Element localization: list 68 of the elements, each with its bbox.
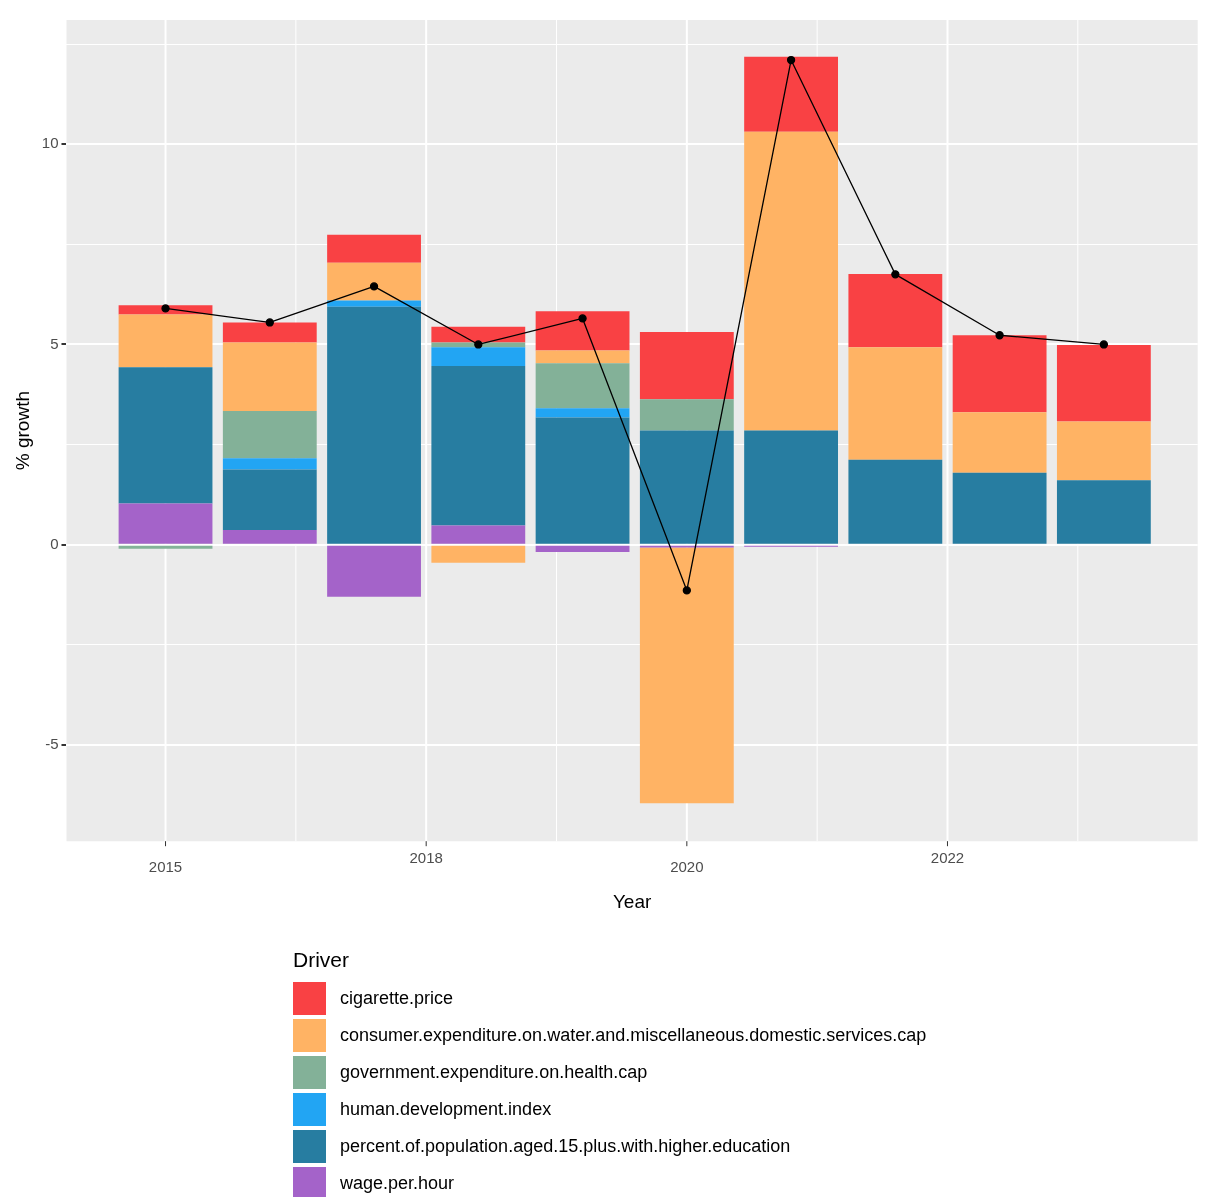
bar — [952, 412, 1047, 473]
point — [265, 318, 274, 327]
y-tick-label: 5 — [50, 334, 59, 352]
bar — [639, 399, 734, 431]
point — [161, 304, 170, 313]
bar — [744, 430, 839, 544]
bar — [222, 458, 317, 470]
bar — [952, 472, 1047, 544]
point — [1099, 340, 1109, 349]
bar — [535, 363, 630, 409]
point — [474, 340, 483, 349]
y-tick-label: 10 — [41, 134, 59, 152]
bar — [431, 545, 526, 563]
point — [786, 55, 796, 65]
bar — [222, 410, 317, 459]
bar — [848, 273, 943, 348]
bar — [535, 545, 630, 552]
bar — [222, 342, 317, 411]
bar — [431, 366, 526, 526]
bar — [639, 547, 734, 804]
x-axis-title: Year — [612, 890, 652, 912]
bar — [952, 335, 1047, 413]
bar — [639, 332, 734, 400]
bar — [535, 408, 630, 418]
point — [578, 314, 587, 323]
y-tick-label: 0 — [50, 534, 59, 552]
bar — [327, 306, 421, 544]
bar — [327, 262, 421, 301]
bar — [744, 131, 839, 431]
text: 2018 — [409, 848, 443, 866]
legend-title: Driver — [293, 948, 350, 972]
legend-label: consumer.expenditure.on.water.and.miscellaneous.domestic.services.cap — [340, 1025, 927, 1046]
point — [369, 282, 379, 291]
bar — [535, 350, 630, 364]
bar — [431, 347, 526, 367]
y-axis-title: % growth — [11, 391, 33, 471]
bar — [222, 469, 317, 530]
bar — [118, 503, 213, 544]
bar — [118, 314, 213, 368]
bar — [848, 459, 943, 544]
legend-label: wage.per.hour — [340, 1173, 455, 1194]
y-tick-label: -5 — [45, 735, 59, 753]
legend-label: government.expenditure.on.health.cap — [340, 1062, 648, 1083]
x-tick-label: 2015 — [148, 858, 183, 876]
bar — [222, 322, 317, 343]
bar — [639, 430, 734, 544]
bar — [327, 234, 421, 263]
bar — [744, 56, 839, 132]
x-tick-label: 2020 — [670, 858, 704, 876]
bar — [848, 347, 943, 460]
legend-label: human.development.index — [340, 1099, 552, 1120]
bar — [1056, 480, 1151, 544]
point — [995, 331, 1004, 340]
bar — [327, 545, 421, 597]
bar — [535, 417, 630, 544]
text: 2022 — [930, 848, 965, 866]
bar — [431, 525, 526, 544]
bar — [118, 367, 213, 504]
bar — [1056, 344, 1151, 422]
bar — [222, 529, 317, 544]
bar — [118, 545, 213, 549]
point — [682, 586, 691, 595]
bar — [327, 300, 421, 307]
legend-label: cigarette.price — [340, 988, 454, 1009]
point — [891, 270, 900, 279]
legend-label: percent.of.population.aged.15.plus.with.higher.education — [340, 1136, 791, 1157]
bar — [535, 311, 630, 351]
bar — [1056, 421, 1151, 481]
